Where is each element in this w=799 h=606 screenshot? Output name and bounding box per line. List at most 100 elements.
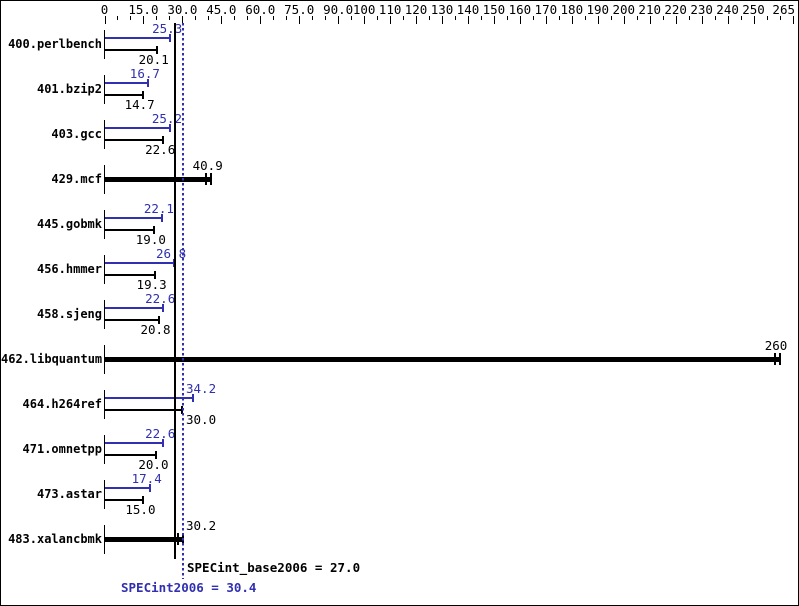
- peak-value-label: 34.2: [186, 381, 217, 396]
- peak-value-label: 22.1: [143, 201, 174, 216]
- zero-baseline: [104, 120, 105, 149]
- axis-tick-label: 0: [100, 2, 109, 17]
- base-value-label: 19.0: [135, 232, 166, 247]
- base-bar: [105, 499, 144, 501]
- axis-tick-label: 210: [638, 2, 661, 17]
- base-bar-end-cap: [157, 316, 160, 324]
- zero-baseline: [104, 30, 105, 59]
- peak-value-label: 17.4: [131, 471, 162, 486]
- peak-bar-end-cap: [160, 214, 163, 222]
- peak-bar: [105, 262, 175, 264]
- axis-major-tick: [104, 16, 106, 24]
- base-value-label: 14.7: [124, 97, 155, 112]
- axis-major-tick: [792, 16, 794, 24]
- axis-minor-tick: [247, 16, 249, 20]
- zero-baseline: [104, 345, 105, 374]
- axis-major-tick: [493, 16, 495, 24]
- peak-summary-text: SPECint2006 = 30.4: [121, 580, 257, 595]
- axis-minor-tick: [403, 16, 405, 20]
- zero-baseline: [104, 75, 105, 104]
- axis-tick-label: 110: [378, 2, 402, 17]
- peak-bar-end-cap: [168, 124, 171, 132]
- axis-tick-label: 120: [404, 2, 428, 17]
- zero-baseline: [104, 525, 105, 554]
- benchmark-label: 403.gcc: [51, 127, 102, 141]
- result-bar: [105, 357, 780, 362]
- axis-tick-label: 150: [482, 2, 506, 17]
- result-bar-end-cap: [176, 533, 179, 545]
- peak-bar-end-cap: [146, 79, 149, 87]
- axis-minor-tick: [610, 16, 612, 20]
- peak-bar: [105, 37, 171, 39]
- axis-minor-tick: [532, 16, 534, 20]
- zero-baseline: [104, 435, 105, 464]
- result-value-label: 260: [764, 338, 788, 353]
- result-bar-end-cap: [209, 173, 212, 185]
- peak-mean-line: [182, 23, 185, 579]
- axis-tick-label: 230: [690, 2, 713, 17]
- axis-tick-label: 240: [716, 2, 739, 17]
- base-bar: [105, 229, 154, 231]
- axis-tick-label: 100: [352, 2, 376, 17]
- axis-minor-tick: [429, 16, 431, 20]
- axis-tick-label: 170: [534, 2, 558, 17]
- axis-major-tick: [390, 16, 392, 24]
- axis-minor-tick: [714, 16, 716, 20]
- axis-minor-tick: [584, 16, 586, 20]
- peak-bar-end-cap: [162, 304, 165, 312]
- peak-bar-end-cap: [169, 34, 172, 42]
- axis-tick-label: 190: [586, 2, 610, 17]
- axis-minor-tick: [234, 16, 236, 20]
- base-bar-end-cap: [162, 136, 165, 144]
- axis-tick-label: 140: [456, 2, 480, 17]
- axis-minor-tick: [208, 16, 210, 20]
- zero-baseline: [104, 255, 105, 284]
- peak-value-label: 25.3: [152, 21, 183, 36]
- axis-minor-tick: [169, 16, 171, 20]
- base-bar: [105, 94, 143, 96]
- base-bar-end-cap: [152, 226, 155, 234]
- axis-minor-tick: [688, 16, 690, 20]
- axis-major-tick: [364, 16, 366, 24]
- axis-tick-label: 220: [664, 2, 687, 17]
- axis-major-tick: [753, 16, 755, 24]
- axis-major-tick: [675, 16, 677, 24]
- axis-minor-tick: [506, 16, 508, 20]
- axis-tick-label: 250: [742, 2, 765, 17]
- axis-minor-tick: [480, 16, 482, 20]
- base-value-label: 20.0: [138, 457, 169, 472]
- axis-tick-label: 200: [612, 2, 636, 17]
- benchmark-label: 458.sjeng: [36, 307, 102, 321]
- axis-minor-tick: [766, 16, 768, 20]
- peak-bar: [105, 487, 150, 489]
- axis-major-tick: [442, 16, 443, 24]
- base-bar: [105, 454, 157, 456]
- axis-tick-label: 30.0: [167, 2, 198, 17]
- benchmark-label: 464.h264ref: [22, 397, 102, 411]
- axis-major-tick: [467, 16, 469, 24]
- axis-major-tick: [416, 16, 418, 24]
- axis-tick-label: 130: [430, 2, 454, 17]
- base-bar: [105, 319, 159, 321]
- result-bar: [105, 177, 211, 182]
- axis-major-tick: [701, 16, 703, 24]
- base-value-label: 30.0: [186, 412, 217, 427]
- peak-bar: [105, 217, 162, 219]
- peak-bar-end-cap: [162, 439, 165, 447]
- axis-tick-label: 180: [560, 2, 584, 17]
- axis-major-tick: [221, 16, 223, 24]
- axis-minor-tick: [636, 16, 638, 20]
- peak-bar-end-cap: [148, 484, 151, 492]
- axis-tick-label: 90.0: [323, 2, 354, 17]
- base-value-label: 20.8: [140, 322, 171, 337]
- axis-major-tick: [727, 16, 729, 24]
- zero-baseline: [104, 300, 105, 329]
- axis-tick-label: 15.0: [128, 2, 159, 17]
- peak-value-label: 22.6: [145, 426, 176, 441]
- zero-baseline: [104, 165, 105, 194]
- axis-major-tick: [649, 16, 651, 24]
- base-value-label: 19.3: [136, 277, 167, 292]
- axis-major-tick: [260, 16, 262, 24]
- axis-minor-tick: [454, 16, 456, 20]
- benchmark-label: 462.libquantum: [1, 352, 103, 366]
